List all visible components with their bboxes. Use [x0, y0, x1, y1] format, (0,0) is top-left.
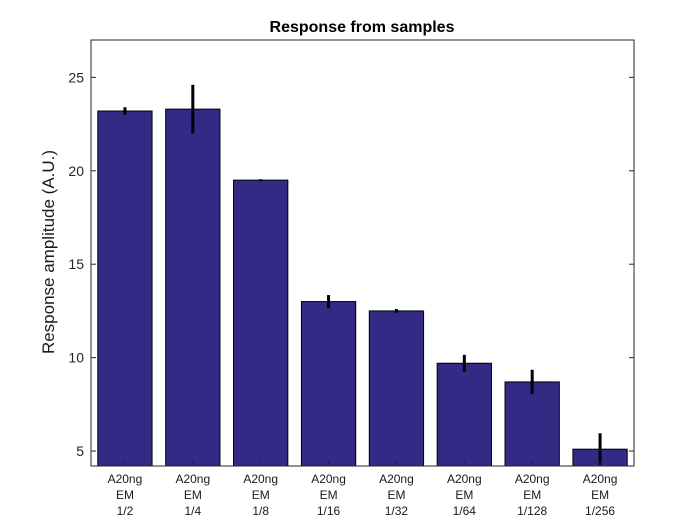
x-tick-label: A20ng EM 1/16 — [311, 472, 346, 518]
bar — [436, 362, 492, 467]
x-axis-ticks: A20ng EM 1/2 A20ng EM 1/4 A20ng EM 1/8 A20ng EM 1/1… — [108, 461, 618, 518]
x-tick-label: A20ng EM 1/8 — [243, 472, 278, 518]
plot-area-frame — [90, 39, 635, 467]
x-tick-label: A20ng EM 1/32 — [379, 472, 414, 518]
x-tick-label: A20ng EM 1/256 — [583, 472, 618, 518]
bars — [97, 108, 628, 467]
y-tick-label: 10 — [68, 350, 84, 366]
error-bars — [123, 84, 602, 466]
bar — [233, 179, 289, 467]
bar — [368, 310, 425, 467]
bar — [504, 381, 560, 467]
bar — [300, 301, 357, 467]
y-tick-label: 20 — [68, 163, 84, 179]
bar — [97, 110, 153, 467]
x-tick-label: A20ng EM 1/64 — [447, 472, 482, 518]
y-axis-ticks: 5 10 15 20 25 — [68, 69, 634, 459]
y-axis-label: Response amplitude (A.U.) — [39, 150, 58, 354]
x-tick-label: A20ng EM 1/4 — [175, 472, 210, 518]
x-tick-label: A20ng EM 1/2 — [108, 472, 143, 518]
y-tick-label: 25 — [68, 69, 84, 85]
bar — [165, 108, 221, 467]
x-tick-label: A20ng EM 1/128 — [515, 472, 550, 518]
y-tick-label: 5 — [76, 443, 84, 459]
y-tick-label: 15 — [68, 256, 84, 272]
chart-title: Response from samples — [270, 19, 455, 36]
